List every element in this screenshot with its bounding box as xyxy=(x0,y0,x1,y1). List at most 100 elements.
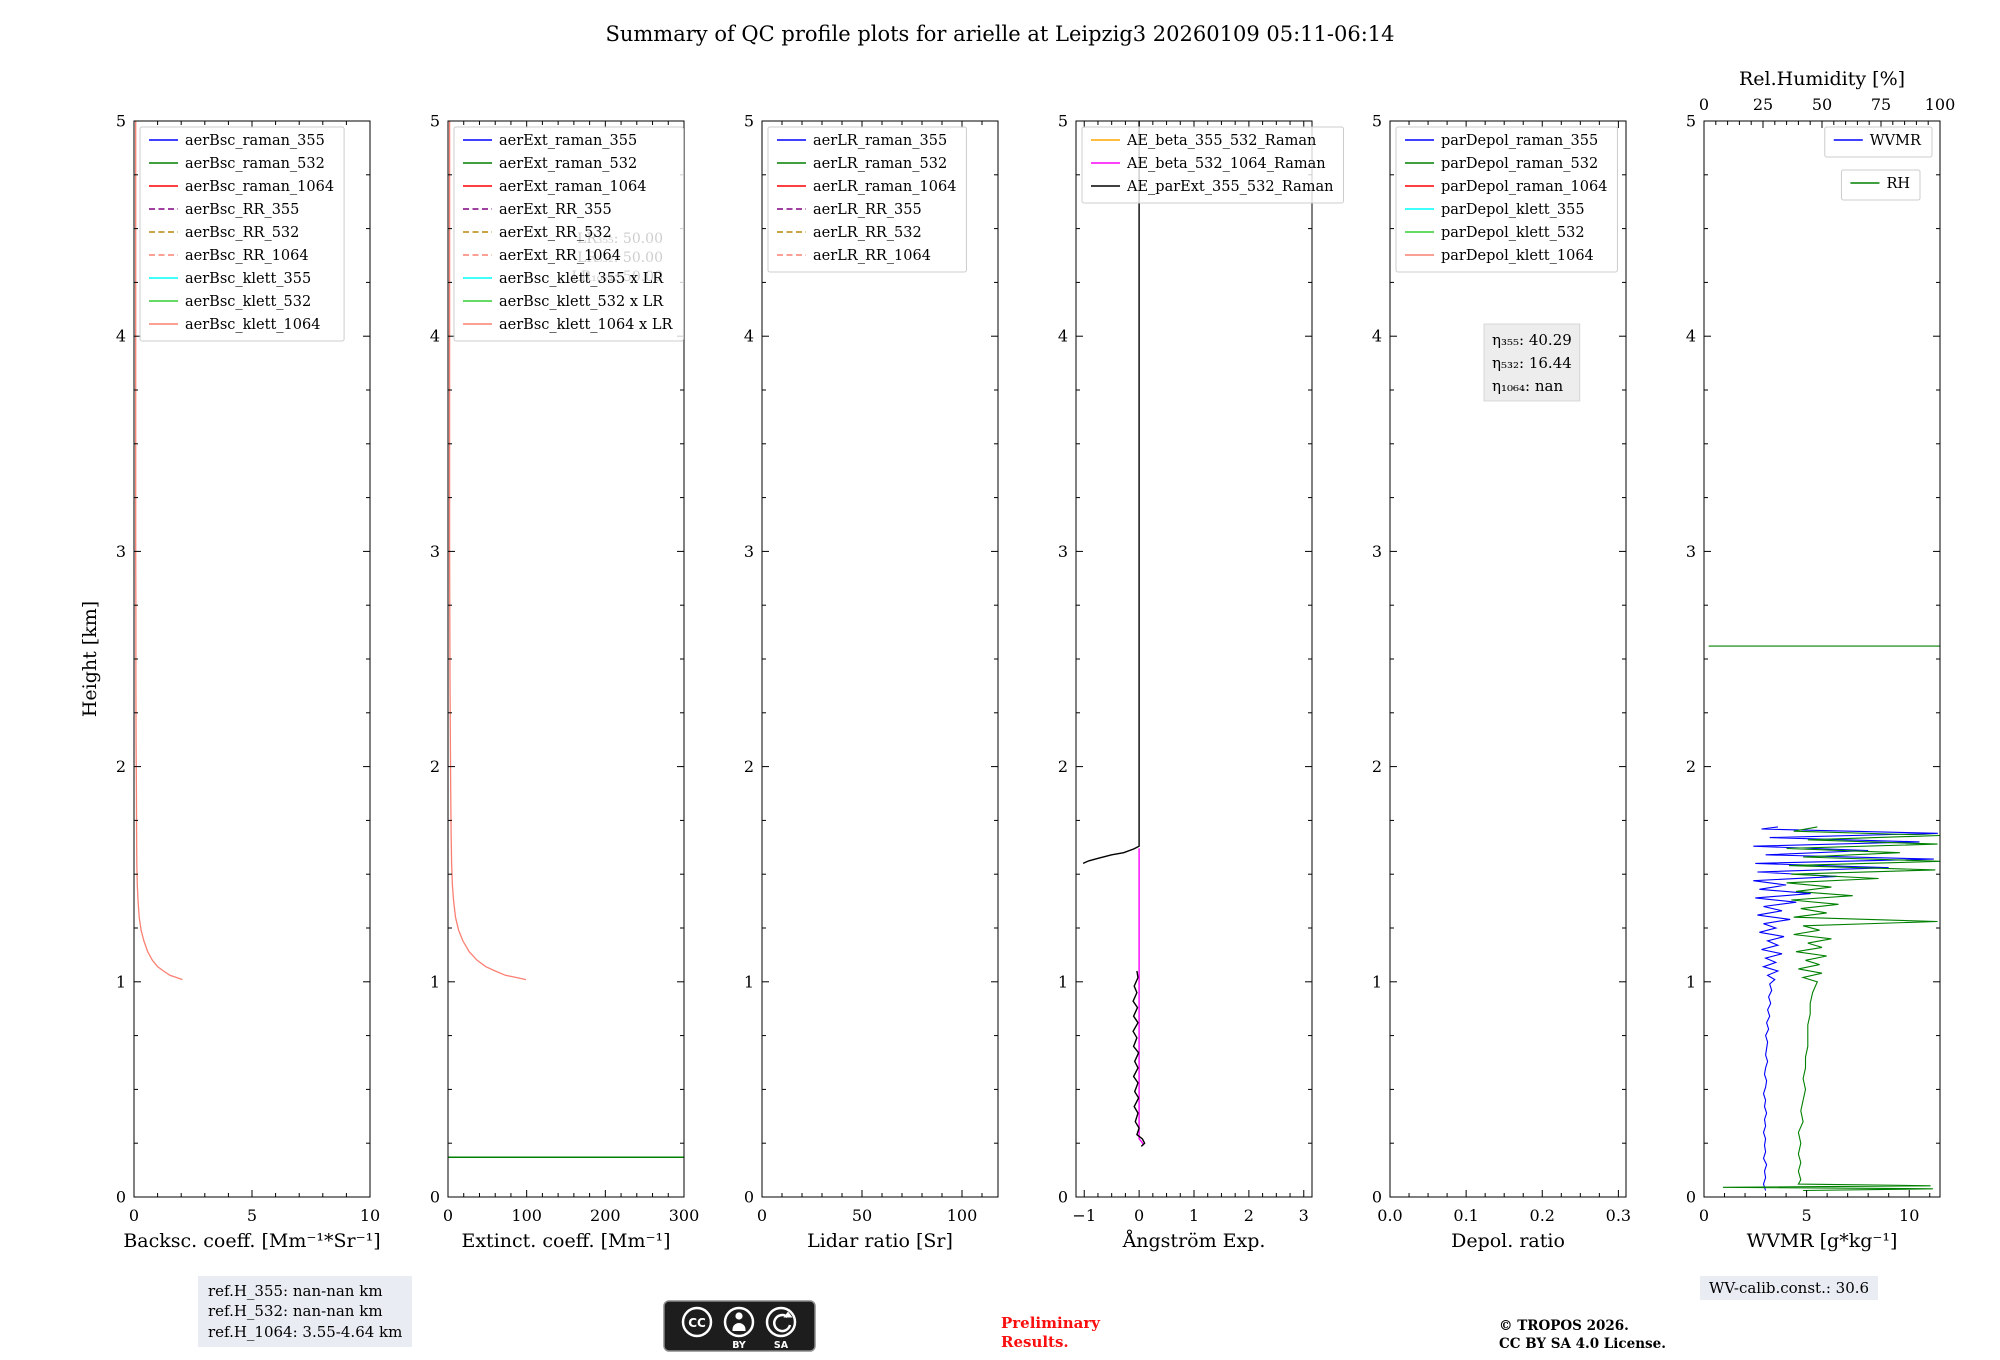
svg-text:1: 1 xyxy=(430,972,440,991)
svg-text:1: 1 xyxy=(1058,972,1068,991)
svg-text:η₃₅₅: 40.29: η₃₅₅: 40.29 xyxy=(1492,331,1572,349)
svg-text:3: 3 xyxy=(744,542,754,561)
svg-text:aerExt_raman_1064: aerExt_raman_1064 xyxy=(499,179,646,195)
svg-text:aerBsc_klett_355: aerBsc_klett_355 xyxy=(185,271,311,287)
svg-text:0: 0 xyxy=(1699,1206,1709,1225)
svg-text:0: 0 xyxy=(744,1188,754,1207)
preliminary-results-note: Preliminary Results. xyxy=(1001,1314,1100,1351)
svg-text:aerLR_RR_1064: aerLR_RR_1064 xyxy=(813,248,931,264)
panel-annotation: η₃₅₅: 40.29 η₅₃₂: 16.44 η₁₀₆₄: nan xyxy=(1483,323,1581,402)
svg-text:4: 4 xyxy=(1058,327,1068,346)
svg-text:aerLR_raman_355: aerLR_raman_355 xyxy=(813,133,947,149)
svg-text:aerBsc_RR_355: aerBsc_RR_355 xyxy=(185,202,299,218)
svg-text:4: 4 xyxy=(1686,327,1696,346)
svg-text:aerExt_raman_355: aerExt_raman_355 xyxy=(499,133,637,149)
svg-text:0: 0 xyxy=(757,1206,767,1225)
x-axis-title: Ångström Exp. xyxy=(1122,1230,1266,1252)
svg-text:aerBsc_raman_355: aerBsc_raman_355 xyxy=(185,133,325,149)
svg-text:5: 5 xyxy=(116,112,126,131)
attribution-person-icon xyxy=(723,1306,755,1338)
cc-icon-label: CC xyxy=(688,1316,706,1330)
person-body xyxy=(732,1323,746,1331)
svg-text:aerLR_raman_532: aerLR_raman_532 xyxy=(813,156,947,172)
svg-text:50: 50 xyxy=(852,1206,872,1225)
panel-backscatter: 0 1 2 3 4 5 0 5 10 Backsc. coeff. [Mm⁻¹*Sr⁻¹] aerB… xyxy=(116,112,381,1253)
svg-text:aerExt_RR_1064: aerExt_RR_1064 xyxy=(499,248,621,264)
series-AE_parExt_355_532_Raman xyxy=(1082,121,1140,865)
svg-text:0: 0 xyxy=(129,1206,139,1225)
cc-license-badge: CC BY SA xyxy=(663,1300,816,1352)
svg-text:10: 10 xyxy=(360,1206,380,1225)
svg-text:aerBsc_klett_532 x LR: aerBsc_klett_532 x LR xyxy=(499,294,664,310)
svg-text:10: 10 xyxy=(1899,1206,1919,1225)
svg-text:aerExt_RR_532: aerExt_RR_532 xyxy=(499,225,612,241)
svg-text:2: 2 xyxy=(744,757,754,776)
svg-text:4: 4 xyxy=(430,327,440,346)
svg-text:5: 5 xyxy=(1686,112,1696,131)
svg-text:1: 1 xyxy=(744,972,754,991)
panel-frame xyxy=(1703,120,1941,1198)
svg-text:parDepol_raman_1064: parDepol_raman_1064 xyxy=(1441,179,1607,195)
svg-text:aerBsc_RR_532: aerBsc_RR_532 xyxy=(185,225,299,241)
svg-text:0: 0 xyxy=(1372,1188,1382,1207)
svg-text:200: 200 xyxy=(590,1206,621,1225)
svg-text:aerBsc_RR_1064: aerBsc_RR_1064 xyxy=(185,248,309,264)
panel-frame xyxy=(761,120,999,1198)
svg-text:5: 5 xyxy=(1058,112,1068,131)
x-axis-title: Extinct. coeff. [Mm⁻¹] xyxy=(461,1230,670,1252)
svg-text:0.2: 0.2 xyxy=(1530,1206,1555,1225)
svg-text:2: 2 xyxy=(116,757,126,776)
panel-frame xyxy=(1075,120,1313,1198)
svg-text:100: 100 xyxy=(947,1206,978,1225)
svg-text:2: 2 xyxy=(430,757,440,776)
legend: aerBsc_raman_355 aerBsc_raman_532 aerBsc_r… xyxy=(139,126,345,342)
svg-text:aerExt_raman_532: aerExt_raman_532 xyxy=(499,156,637,172)
svg-text:η₅₃₂: 16.44: η₅₃₂: 16.44 xyxy=(1492,354,1572,372)
svg-text:3: 3 xyxy=(1372,542,1382,561)
svg-text:3: 3 xyxy=(116,542,126,561)
legend: RH xyxy=(1840,169,1921,201)
svg-text:5: 5 xyxy=(1372,112,1382,131)
wv-calibration-note: WV-calib.const.: 30.6 xyxy=(1700,1276,1879,1300)
svg-text:parDepol_klett_1064: parDepol_klett_1064 xyxy=(1441,248,1594,264)
svg-text:aerExt_RR_355: aerExt_RR_355 xyxy=(499,202,612,218)
svg-text:parDepol_raman_532: parDepol_raman_532 xyxy=(1441,156,1598,172)
svg-text:2: 2 xyxy=(1372,757,1382,776)
svg-text:3: 3 xyxy=(1299,1206,1309,1225)
svg-text:η₁₀₆₄: nan: η₁₀₆₄: nan xyxy=(1492,377,1563,395)
svg-text:1: 1 xyxy=(116,972,126,991)
legend: WVMR xyxy=(1824,126,1933,158)
share-alike-arrow xyxy=(773,1313,792,1333)
series-group xyxy=(1082,121,1146,1147)
svg-text:0.3: 0.3 xyxy=(1606,1206,1631,1225)
svg-text:0: 0 xyxy=(116,1188,126,1207)
panel-frame xyxy=(1389,120,1627,1198)
svg-text:aerLR_RR_532: aerLR_RR_532 xyxy=(813,225,922,241)
svg-text:aerBsc_klett_355 x LR: aerBsc_klett_355 x LR xyxy=(499,271,664,287)
svg-text:0: 0 xyxy=(430,1188,440,1207)
cc-icon xyxy=(681,1306,713,1338)
svg-text:50: 50 xyxy=(1812,95,1832,114)
series-AE_parExt_355_532_Raman xyxy=(1132,970,1146,1147)
svg-text:4: 4 xyxy=(116,327,126,346)
series-RH xyxy=(1722,826,1940,1192)
sa-label: SA xyxy=(774,1340,789,1351)
svg-text:0: 0 xyxy=(443,1206,453,1225)
svg-text:1: 1 xyxy=(1686,972,1696,991)
svg-text:3: 3 xyxy=(1686,542,1696,561)
svg-text:2: 2 xyxy=(1244,1206,1254,1225)
svg-text:RH: RH xyxy=(1886,176,1910,192)
legend: aerExt_raman_355 aerExt_raman_532 aerExt_r… xyxy=(453,126,684,342)
svg-text:aerBsc_klett_1064: aerBsc_klett_1064 xyxy=(185,317,320,333)
svg-text:aerBsc_klett_1064 x LR: aerBsc_klett_1064 x LR xyxy=(499,317,673,333)
svg-text:0: 0 xyxy=(1686,1188,1696,1207)
svg-text:0: 0 xyxy=(1699,95,1709,114)
svg-text:aerLR_raman_1064: aerLR_raman_1064 xyxy=(813,179,956,195)
svg-text:−1: −1 xyxy=(1072,1206,1096,1225)
